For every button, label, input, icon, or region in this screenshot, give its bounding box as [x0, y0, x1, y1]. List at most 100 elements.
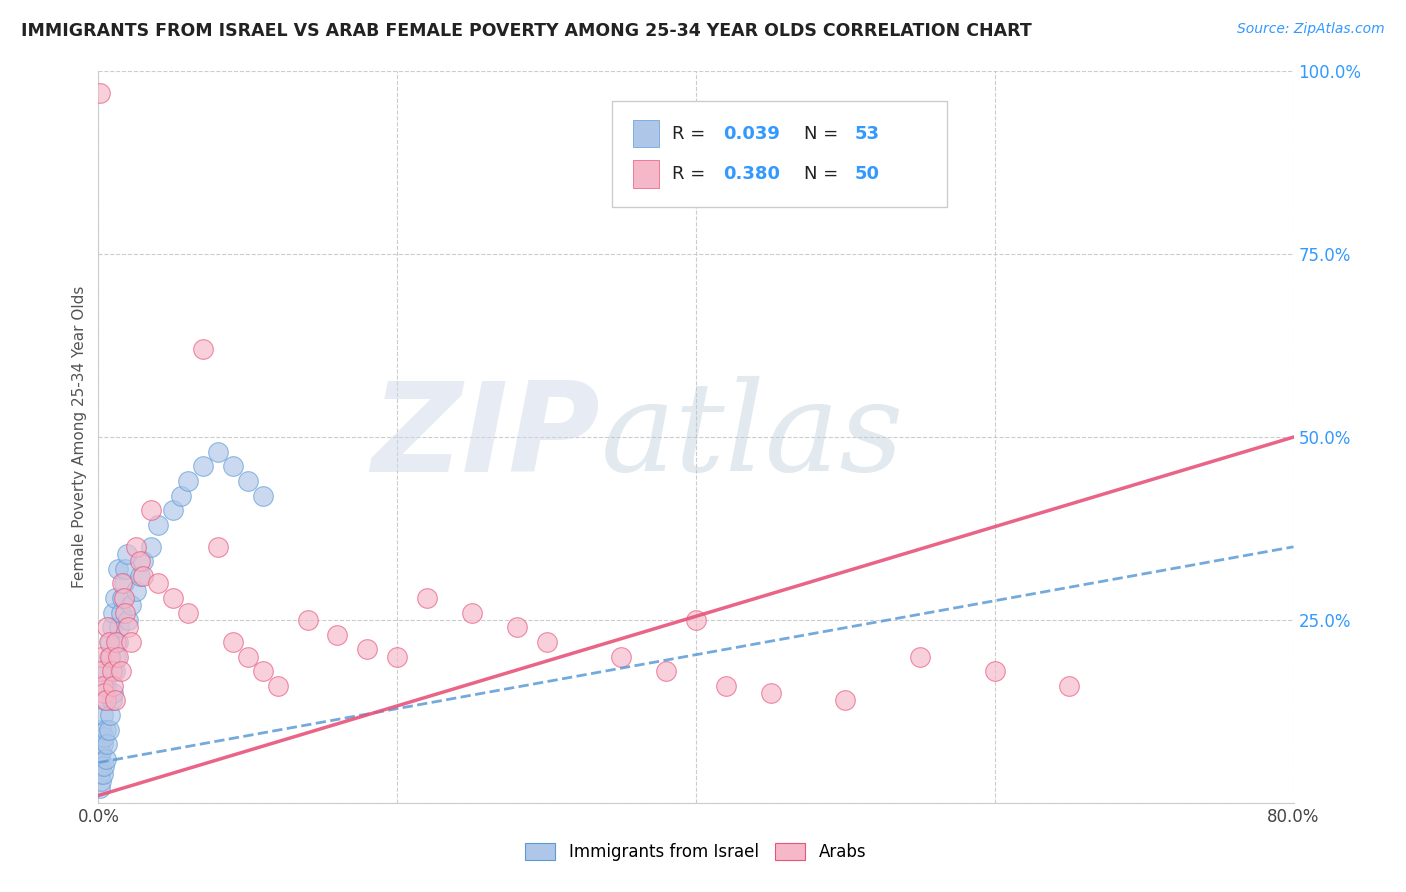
- Point: [94, 693, 117, 707]
- Point: [98, 635, 122, 649]
- Point: [90, 723, 112, 737]
- Point: [101, 664, 124, 678]
- Point: [129, 569, 152, 583]
- Point: [236, 649, 259, 664]
- Point: [267, 679, 290, 693]
- Point: [105, 635, 128, 649]
- Point: [655, 664, 678, 678]
- Text: 53: 53: [855, 125, 880, 143]
- Text: IMMIGRANTS FROM ISRAEL VS ARAB FEMALE POVERTY AMONG 25-34 YEAR OLDS CORRELATION : IMMIGRANTS FROM ISRAEL VS ARAB FEMALE PO…: [21, 22, 1032, 40]
- Text: 0.380: 0.380: [724, 165, 780, 183]
- Point: [93, 730, 115, 744]
- Y-axis label: Female Poverty Among 25-34 Year Olds: Female Poverty Among 25-34 Year Olds: [72, 286, 87, 588]
- Point: [117, 613, 139, 627]
- Point: [148, 576, 170, 591]
- Point: [132, 554, 155, 568]
- Point: [90, 664, 112, 678]
- Point: [169, 489, 191, 503]
- Point: [93, 686, 115, 700]
- Point: [90, 759, 112, 773]
- Point: [111, 591, 134, 605]
- Point: [714, 679, 737, 693]
- Text: 0.039: 0.039: [724, 125, 780, 143]
- Text: atlas: atlas: [600, 376, 904, 498]
- Point: [110, 606, 132, 620]
- Point: [177, 474, 200, 488]
- Point: [104, 591, 127, 605]
- Point: [91, 766, 114, 780]
- Point: [191, 343, 214, 357]
- Point: [98, 649, 122, 664]
- Bar: [633, 160, 659, 187]
- Point: [148, 517, 170, 532]
- Bar: [633, 120, 659, 147]
- Point: [326, 627, 349, 641]
- Point: [94, 723, 117, 737]
- Point: [94, 679, 117, 693]
- Point: [97, 635, 120, 649]
- Point: [117, 620, 139, 634]
- Text: N =: N =: [804, 125, 844, 143]
- Point: [91, 737, 114, 751]
- Point: [356, 642, 378, 657]
- Point: [114, 606, 136, 620]
- Point: [90, 773, 112, 788]
- Point: [984, 664, 1007, 678]
- Point: [115, 547, 138, 561]
- Point: [104, 664, 127, 678]
- Point: [97, 649, 120, 664]
- Point: [103, 679, 125, 693]
- Point: [207, 540, 229, 554]
- Point: [111, 576, 134, 591]
- Point: [132, 569, 155, 583]
- Point: [297, 613, 319, 627]
- Point: [89, 87, 111, 101]
- Point: [103, 686, 125, 700]
- Point: [162, 503, 184, 517]
- Point: [93, 759, 115, 773]
- Text: R =: R =: [672, 125, 711, 143]
- Point: [89, 752, 111, 766]
- Point: [93, 693, 115, 707]
- Point: [759, 686, 782, 700]
- Text: Source: ZipAtlas.com: Source: ZipAtlas.com: [1237, 22, 1385, 37]
- Point: [112, 576, 135, 591]
- Point: [207, 444, 229, 458]
- Point: [908, 649, 931, 664]
- Point: [96, 737, 118, 751]
- Point: [834, 693, 856, 707]
- Point: [90, 745, 112, 759]
- Text: 50: 50: [855, 165, 880, 183]
- Point: [252, 664, 274, 678]
- Point: [236, 474, 259, 488]
- Point: [162, 591, 184, 605]
- Point: [110, 664, 132, 678]
- Point: [461, 606, 484, 620]
- Point: [89, 737, 111, 751]
- Point: [101, 693, 124, 707]
- Point: [96, 620, 118, 634]
- Point: [139, 503, 162, 517]
- Point: [385, 649, 409, 664]
- Text: ZIP: ZIP: [371, 376, 600, 498]
- Point: [96, 664, 118, 678]
- Point: [108, 620, 131, 634]
- Point: [107, 562, 129, 576]
- Legend: Immigrants from Israel, Arabs: Immigrants from Israel, Arabs: [519, 836, 873, 868]
- FancyBboxPatch shape: [613, 101, 948, 207]
- Point: [107, 649, 129, 664]
- Point: [536, 635, 558, 649]
- Point: [104, 693, 127, 707]
- Point: [252, 489, 274, 503]
- Point: [177, 606, 200, 620]
- Point: [90, 649, 112, 664]
- Point: [1059, 679, 1081, 693]
- Point: [98, 708, 122, 723]
- Text: N =: N =: [804, 165, 844, 183]
- Point: [97, 723, 120, 737]
- Point: [94, 752, 117, 766]
- Point: [125, 540, 148, 554]
- Point: [89, 781, 111, 796]
- Point: [506, 620, 529, 634]
- Point: [610, 649, 633, 664]
